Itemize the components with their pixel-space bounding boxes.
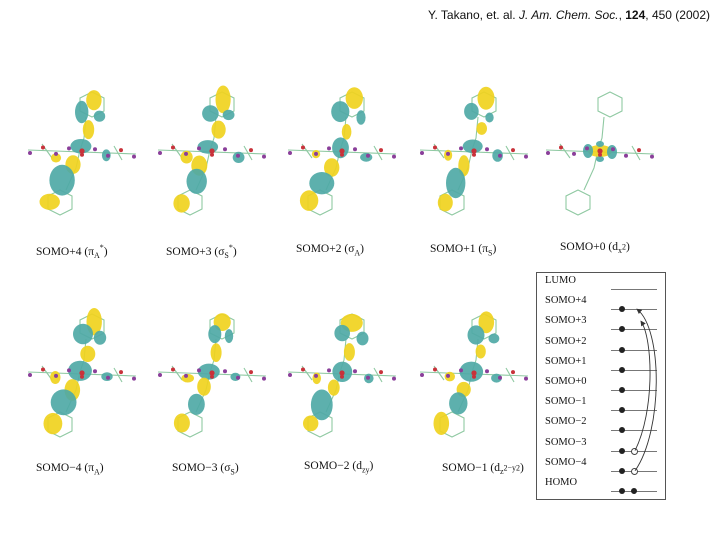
electron-dot	[619, 447, 625, 454]
electron-dot	[619, 346, 625, 353]
vacated-electron-circle	[631, 467, 638, 475]
level-label: LUMO	[545, 275, 576, 286]
citation: Y. Takano, et. al. J. Am. Chem. Soc., 12…	[428, 8, 710, 22]
caption-somo-minus-2: SOMO−2 (dzy)	[304, 460, 374, 475]
level-label: SOMO−3	[545, 436, 587, 448]
citation-journal: J. Am. Chem. Soc.	[518, 8, 619, 22]
orbital-image-somo-plus-4	[22, 78, 142, 228]
orbital-image-somo-minus-3	[152, 300, 272, 450]
level-row: SOMO+3	[543, 315, 661, 339]
level-row: SOMO+0	[543, 376, 661, 400]
level-row: LUMO	[543, 275, 661, 299]
level-line	[611, 390, 657, 391]
orbital-image-somo-minus-2	[282, 300, 402, 450]
caption-somo-plus-4: SOMO+4 (πA*)	[36, 243, 108, 261]
level-line	[611, 410, 657, 412]
caption-somo-minus-3: SOMO−3 (σS)	[172, 462, 239, 477]
orbital-image-somo-plus-2	[282, 78, 402, 228]
level-row: HOMO	[543, 477, 661, 501]
level-label: SOMO+0	[545, 376, 587, 387]
orbital-isosurface-drawing	[157, 85, 267, 216]
orbital-image-somo-plus-1	[414, 78, 534, 228]
caption-somo-plus-1: SOMO+1 (πS)	[430, 243, 497, 258]
orbital-isosurface-drawing	[27, 90, 137, 216]
level-row: SOMO−2	[543, 416, 661, 440]
level-line	[611, 289, 657, 290]
level-row: SOMO−4	[543, 457, 661, 481]
orbital-isosurface-drawing	[419, 86, 529, 216]
caption-somo-minus-1: SOMO−1 (dz2−y2)	[442, 462, 524, 477]
level-row: SOMO+4	[543, 295, 661, 319]
orbital-isosurface-drawing	[157, 313, 267, 438]
caption-somo-plus-3: SOMO+3 (σS*)	[166, 243, 237, 261]
orbital-image-somo-plus-3	[152, 78, 272, 228]
level-label: SOMO−1	[545, 396, 587, 408]
level-row: SOMO−1	[543, 396, 661, 420]
orbital-image-somo-minus-4	[22, 300, 142, 450]
electron-dot	[619, 467, 625, 474]
citation-pages: 450 (2002)	[651, 8, 710, 22]
level-line	[611, 430, 657, 432]
level-label: SOMO+4	[545, 295, 587, 307]
orbital-isosurface-drawing	[419, 311, 529, 438]
citation-volume: 124	[625, 8, 646, 22]
level-row: SOMO+1	[543, 356, 661, 380]
level-label: SOMO+3	[545, 315, 587, 327]
vacated-electron-circle	[631, 447, 638, 455]
electron-dot	[631, 488, 637, 494]
orbital-image-somo-plus-0	[540, 78, 660, 228]
orbital-isosurface-drawing	[287, 87, 397, 216]
orbital-isosurface-drawing	[545, 91, 655, 216]
orbital-image-somo-minus-1	[414, 300, 534, 450]
electron-dot	[619, 387, 625, 393]
orbital-isosurface-drawing	[27, 308, 137, 438]
caption-somo-plus-2: SOMO+2 (σA)	[296, 243, 365, 258]
level-label: HOMO	[545, 477, 578, 488]
energy-level-diagram: LUMO SOMO+4 SOMO+3 SOMO+2 SOMO+1 SOMO+0 SOMO−1…	[536, 272, 666, 500]
electron-dot	[619, 306, 625, 313]
level-label: SOMO+2	[545, 335, 587, 347]
level-label: SOMO−2	[545, 416, 587, 428]
caption-somo-plus-0: SOMO+0 (dx2)	[560, 241, 630, 256]
orbital-isosurface-drawing	[287, 313, 397, 438]
electron-dot	[619, 366, 625, 373]
electron-dot	[619, 326, 625, 333]
caption-somo-minus-4: SOMO−4 (πA)	[36, 462, 104, 477]
electron-dot	[619, 427, 625, 434]
electron-dot	[619, 407, 625, 414]
level-label: SOMO−4	[545, 456, 587, 468]
level-row: SOMO+2	[543, 336, 661, 360]
electron-dot	[619, 488, 625, 494]
level-line	[611, 369, 657, 371]
level-line	[611, 329, 657, 331]
level-label: SOMO+1	[545, 355, 587, 367]
citation-authors: Y. Takano, et. al.	[428, 8, 516, 22]
level-line	[611, 349, 657, 351]
level-line	[611, 309, 657, 311]
